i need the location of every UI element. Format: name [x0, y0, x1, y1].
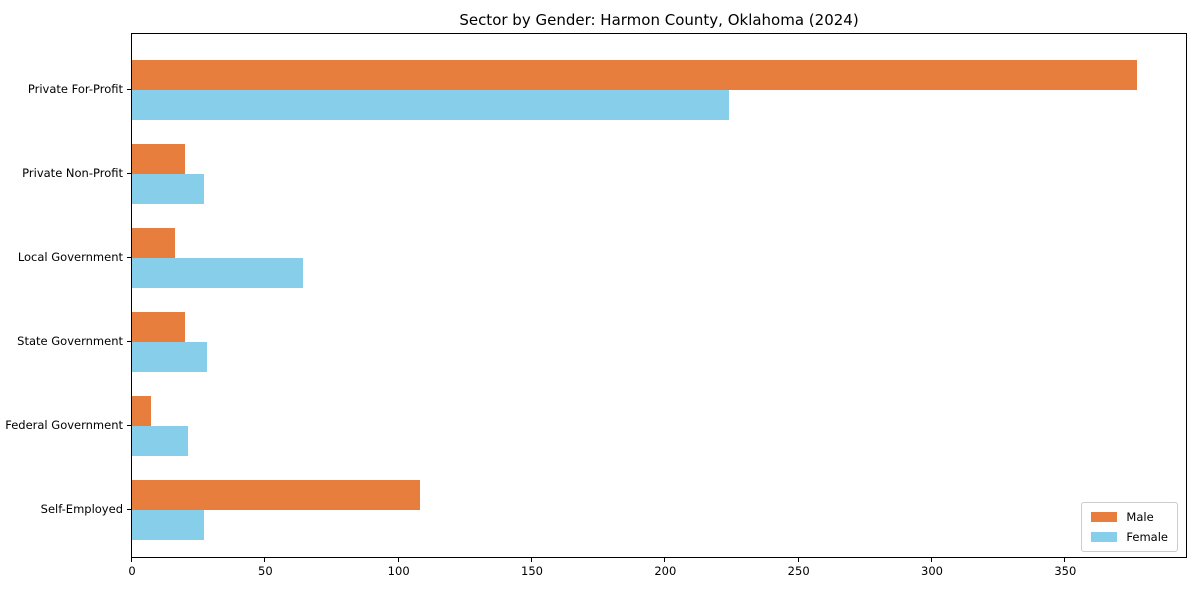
legend-entry-male: Male [1091, 510, 1168, 524]
bar-male-federal-government [132, 396, 151, 426]
bar-female-private-for-profit [132, 90, 730, 120]
plot-area: Male Female Private For-Profit Private Non… [5, 33, 1187, 578]
y-tick-mark-private-for-profit [127, 89, 131, 90]
y-tick-mark-state-government [127, 341, 131, 342]
legend-label-female: Female [1126, 530, 1168, 544]
bar-male-private-for-profit [132, 60, 1138, 90]
bar-female-federal-government [132, 426, 188, 456]
legend-swatch-female [1091, 532, 1118, 542]
y-tick-label-private-non-profit: Private Non-Profit [22, 166, 123, 180]
y-tick-mark-local-government [127, 257, 131, 258]
legend-label-male: Male [1126, 510, 1154, 524]
bar-male-local-government [132, 228, 175, 258]
x-tick-label-200: 200 [654, 564, 677, 578]
x-tick-mark-350 [1064, 558, 1066, 562]
x-tick-mark-0 [131, 558, 132, 562]
bar-female-state-government [132, 342, 207, 372]
x-tick-mark-300 [931, 558, 932, 562]
x-tick-label-0: 0 [128, 564, 136, 578]
x-tick-label-50: 50 [258, 564, 273, 578]
y-tick-label-private-for-profit: Private For-Profit [27, 82, 123, 96]
y-tick-label-self-employed: Self-Employed [40, 502, 123, 516]
y-tick-mark-federal-government [127, 425, 131, 426]
y-tick-label-federal-government: Federal Government [5, 418, 123, 432]
y-tick-label-local-government: Local Government [17, 250, 123, 264]
y-tick-mark-private-non-profit [127, 173, 131, 174]
legend-swatch-male [1091, 512, 1118, 522]
x-tick-label-300: 300 [921, 564, 943, 578]
x-tick-label-150: 150 [521, 564, 543, 578]
bar-male-state-government [132, 312, 186, 342]
x-tick-label-100: 100 [387, 564, 410, 578]
legend: Male Female [1081, 502, 1178, 552]
x-tick-mark-50 [264, 558, 266, 562]
x-tick-mark-100 [397, 558, 399, 562]
x-tick-mark-200 [664, 558, 666, 562]
y-tick-mark-self-employed [127, 509, 131, 510]
legend-entry-female: Female [1091, 530, 1168, 544]
bar-male-private-non-profit [132, 144, 186, 174]
y-tick-label-state-government: State Government [17, 334, 123, 348]
bar-female-self-employed [132, 510, 204, 540]
bar-female-local-government [132, 258, 303, 288]
x-tick-mark-250 [797, 558, 799, 562]
x-tick-label-350: 350 [1054, 564, 1077, 578]
x-tick-mark-150 [531, 558, 532, 562]
bar-male-self-employed [132, 480, 420, 510]
bar-female-private-non-profit [132, 174, 204, 204]
chart-title: Sector by Gender: Harmon County, Oklahom… [459, 11, 859, 29]
x-tick-label-250: 250 [787, 564, 810, 578]
